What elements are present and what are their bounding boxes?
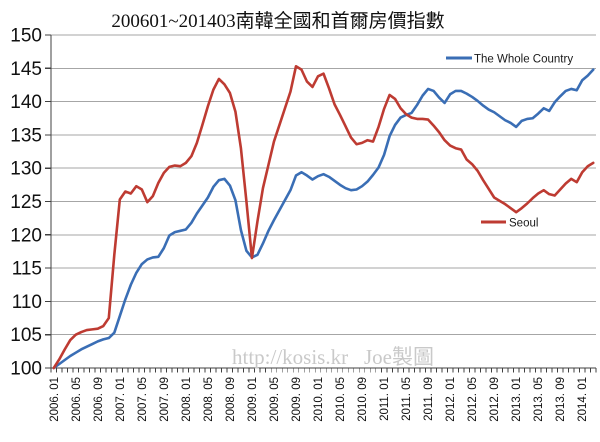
x-axis-label: 2006. 09 — [93, 377, 105, 422]
x-axis-label: 2012. 05 — [467, 377, 479, 422]
x-axis-label: 2013. 05 — [533, 377, 545, 422]
x-axis-label: 2007. 09 — [159, 377, 171, 422]
y-axis-label: 110 — [12, 292, 42, 313]
x-axis-label: 2008. 01 — [181, 377, 193, 422]
legend-seoul: Seoul — [481, 218, 538, 230]
y-axis-label: 120 — [10, 225, 42, 246]
x-axis-label: 2013. 09 — [555, 377, 567, 422]
y-axis-label: 145 — [10, 59, 42, 80]
x-axis-label: 2014. 01 — [577, 377, 589, 422]
chart-title: 200601~201403南韓全國和首爾房價指數 — [111, 10, 444, 32]
y-axis-label: 150 — [10, 26, 42, 47]
y-axis-label: 125 — [10, 192, 42, 213]
y-axis-label: 135 — [10, 125, 42, 146]
x-axis-label: 2011. 09 — [423, 377, 435, 421]
x-axis-label: 2008. 05 — [203, 377, 215, 422]
y-axis-label: 100 — [10, 359, 42, 380]
x-axis-label: 2009. 01 — [247, 377, 259, 422]
y-axis-label: 140 — [10, 92, 42, 113]
x-axis-label: 2012. 01 — [445, 377, 457, 422]
x-axis-label: 2006. 05 — [71, 377, 83, 422]
watermark-url: http://kosis.kr — [232, 345, 348, 369]
x-axis-label: 2009. 09 — [291, 377, 303, 422]
x-axis-label: 2009. 05 — [269, 377, 281, 422]
y-axis-label: 130 — [10, 159, 42, 180]
legend-whole-country: The Whole Country — [446, 54, 573, 66]
watermark-credit: Joe製圖 — [364, 345, 434, 369]
x-axis-label: 2012. 09 — [489, 377, 501, 422]
x-axis-label: 2007. 05 — [137, 377, 149, 422]
x-axis-label: 2010. 01 — [313, 377, 325, 422]
series-line-seoul — [52, 65, 595, 370]
x-axis-label: 2006. 01 — [49, 377, 61, 422]
x-axis-label: 2011. 01 — [379, 377, 391, 421]
x-axis-label: 2011. 05 — [401, 377, 413, 421]
x-axis-label: 2010. 09 — [357, 377, 369, 422]
series-line-the-whole-country — [52, 68, 595, 370]
x-axis-label: 2013. 01 — [511, 377, 523, 422]
plot-area: 100 105 110 115 120 125 130 135 140 145 150 2006. 0… — [10, 26, 597, 422]
x-axis-label: 2010. 05 — [335, 377, 347, 422]
legend-label-whole-country: The Whole Country — [474, 54, 573, 66]
y-axis-label: 105 — [10, 325, 42, 346]
x-axis-label: 2007. 01 — [115, 377, 127, 422]
legend-label-seoul: Seoul — [509, 218, 538, 230]
x-axis-label: 2008. 09 — [225, 377, 237, 422]
y-axis-label: 115 — [12, 259, 42, 280]
